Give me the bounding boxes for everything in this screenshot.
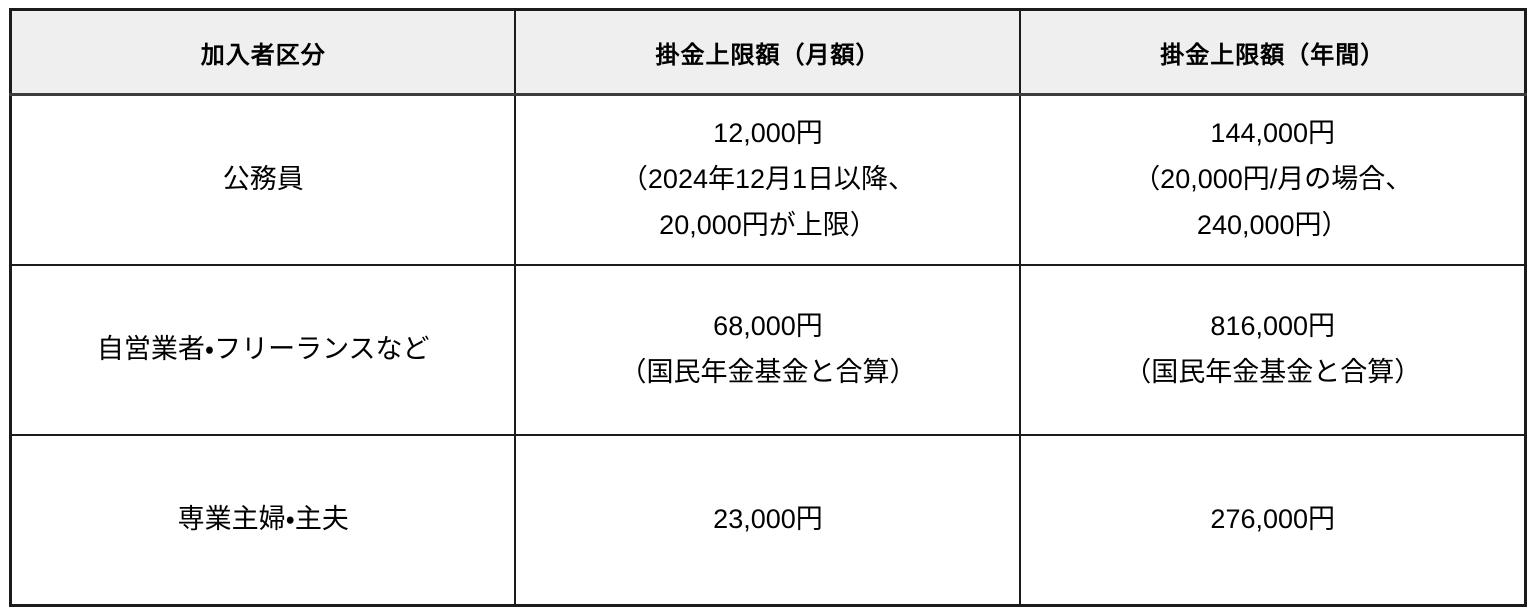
cell-category: 自営業者・フリーランスなど: [9, 264, 517, 436]
header-row: 加入者区分 掛金上限額（月額） 掛金上限額（年間）: [9, 8, 1527, 96]
cell-annual-limit: 144,000円 （20,000円/月の場合、 240,000円）: [1019, 93, 1527, 266]
cell-category: 公務員: [9, 93, 517, 266]
table-row-self-employed: 自営業者・フリーランスなど 68,000円 （国民年金基金と合算） 816,000…: [9, 264, 1527, 436]
cell-monthly-limit: 12,000円 （2024年12月1日以降、 20,000円が上限）: [514, 93, 1022, 266]
cell-monthly-limit: 23,000円: [514, 434, 1022, 607]
header-cell-annual-limit: 掛金上限額（年間）: [1019, 8, 1527, 96]
contribution-limit-table: 加入者区分 掛金上限額（月額） 掛金上限額（年間） 公務員 12,000円 （20…: [9, 8, 1527, 607]
header-cell-subscriber-category: 加入者区分: [9, 8, 517, 96]
header-cell-monthly-limit: 掛金上限額（月額）: [514, 8, 1022, 96]
cell-category: 専業主婦・主夫: [9, 434, 517, 607]
cell-monthly-limit: 68,000円 （国民年金基金と合算）: [514, 264, 1022, 436]
table-row-civil-servant: 公務員 12,000円 （2024年12月1日以降、 20,000円が上限） 144…: [9, 93, 1527, 266]
cell-annual-limit: 276,000円: [1019, 434, 1527, 607]
cell-annual-limit: 816,000円 （国民年金基金と合算）: [1019, 264, 1527, 436]
table-row-homemaker: 専業主婦・主夫 23,000円 276,000円: [9, 434, 1527, 607]
